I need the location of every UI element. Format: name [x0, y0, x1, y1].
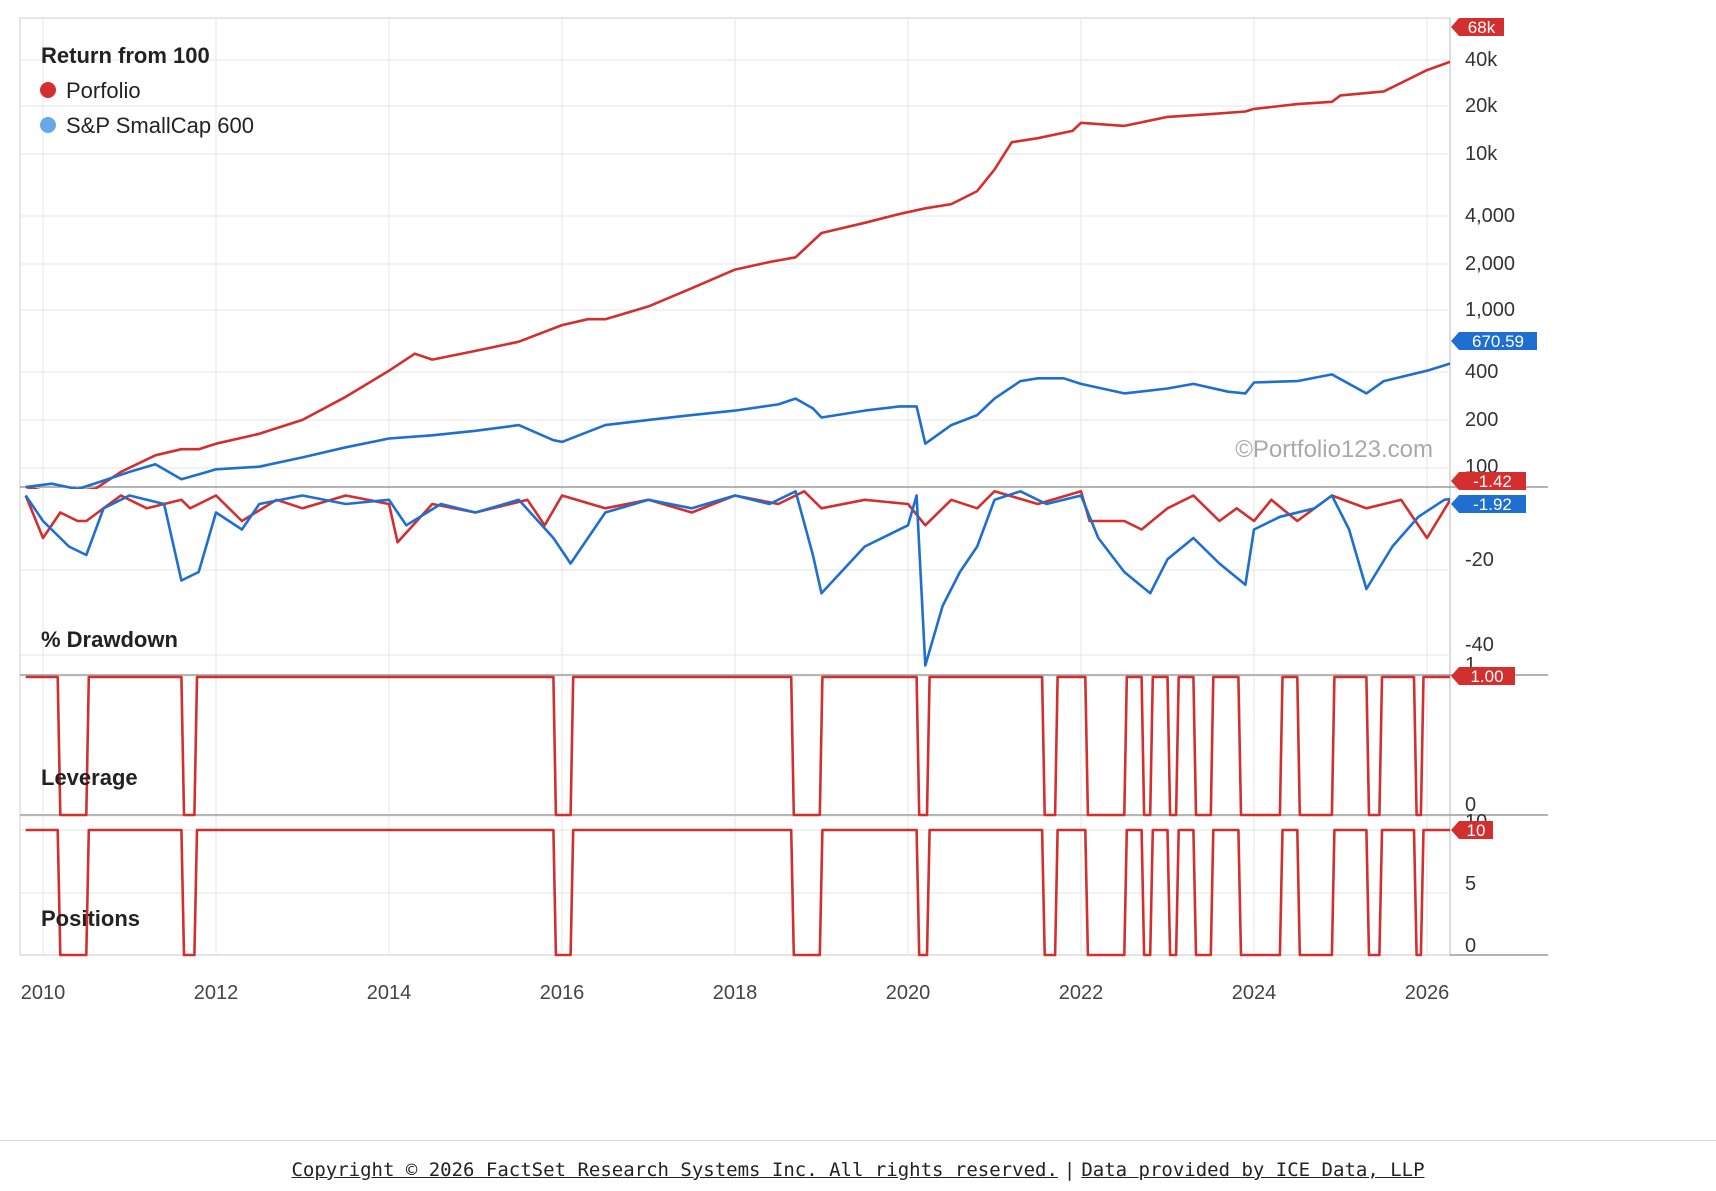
y-tick-label: 1,000 — [1465, 299, 1515, 321]
last-value-tag-bg — [1451, 495, 1526, 513]
last-value-tag-text: 68k — [1468, 18, 1496, 37]
series-line-s-p-smallcap-600 — [24, 489, 1450, 667]
last-value-tag-bg — [1451, 667, 1515, 685]
last-value-tag-bg — [1451, 472, 1526, 490]
last-value-tag: 670.59 — [1451, 332, 1537, 351]
data-provider-link[interactable]: Data provided by ICE Data, LLP — [1081, 1159, 1425, 1181]
series-line-porfolio — [24, 489, 1450, 544]
last-value-tag: 68k — [1451, 18, 1504, 37]
last-value-tag-text: -1.42 — [1473, 472, 1512, 491]
x-tick-label: 2024 — [1232, 982, 1277, 1004]
watermark: ©Portfolio123.com — [1235, 436, 1433, 463]
series-line-porfolio — [25, 828, 1450, 957]
x-tick-label: 2026 — [1405, 982, 1450, 1004]
last-value-tag-bg — [1451, 332, 1537, 350]
panel-title: Return from 100 — [41, 43, 210, 68]
y-tick-label: 400 — [1465, 361, 1498, 383]
legend-marker — [40, 82, 56, 98]
legend-marker — [40, 117, 56, 133]
last-value-tag-bg — [1451, 18, 1504, 36]
y-tick-label: 10k — [1465, 143, 1498, 165]
x-tick-label: 2020 — [886, 982, 931, 1004]
footer: Copyright © 2026 FactSet Research System… — [0, 1140, 1716, 1191]
last-value-tag-text: 10 — [1467, 821, 1486, 840]
last-value-tag-text: -1.92 — [1473, 495, 1512, 514]
x-tick-label: 2010 — [21, 982, 66, 1004]
last-value-tag: 10 — [1451, 821, 1493, 840]
x-tick-label: 2016 — [540, 982, 585, 1004]
y-tick-label: 0 — [1465, 935, 1476, 957]
chart: 2010 2012 2014 2016 2018 2020 2022 2024 20261002… — [19, 17, 1548, 1004]
x-tick-label: 2018 — [713, 982, 758, 1004]
y-tick-label: 200 — [1465, 409, 1498, 431]
last-value-tag: 1.00 — [1451, 667, 1515, 686]
footer-text: Copyright © 2026 FactSet Research System… — [0, 1159, 1716, 1181]
y-tick-label: 2,000 — [1465, 253, 1515, 275]
y-tick-label: 4,000 — [1465, 205, 1515, 227]
y-tick-label: 0 — [1465, 794, 1476, 816]
y-tick-label: 1 — [1465, 654, 1476, 676]
y-tick-label: 20k — [1465, 95, 1498, 117]
x-tick-label: 2022 — [1059, 982, 1104, 1004]
last-value-tag-bg — [1451, 821, 1493, 839]
series-line-porfolio — [25, 675, 1450, 817]
x-tick-label: 2014 — [367, 982, 412, 1004]
footer-separator: | — [1063, 1159, 1076, 1181]
y-tick-label: -20 — [1465, 549, 1494, 571]
y-tick-label: -40 — [1465, 634, 1494, 656]
x-tick-label: 2012 — [194, 982, 239, 1004]
y-tick-label: 5 — [1465, 873, 1476, 895]
series-line-porfolio — [25, 60, 1450, 489]
panel-title: Leverage — [41, 765, 138, 790]
copyright-link[interactable]: Copyright © 2026 FactSet Research System… — [291, 1159, 1058, 1181]
series-line-s-p-smallcap-600 — [25, 362, 1450, 489]
last-value-tag: -1.92 — [1451, 495, 1526, 514]
last-value-tag-text: 670.59 — [1472, 332, 1524, 351]
panel-title: % Drawdown — [41, 627, 178, 652]
legend-label: Porfolio — [66, 78, 141, 103]
legend-label: S&P SmallCap 600 — [66, 113, 254, 138]
panel-title: Positions — [41, 906, 140, 931]
last-value-tag: -1.42 — [1451, 472, 1526, 491]
last-value-tag-text: 1.00 — [1470, 667, 1503, 686]
y-tick-label: 40k — [1465, 49, 1498, 71]
